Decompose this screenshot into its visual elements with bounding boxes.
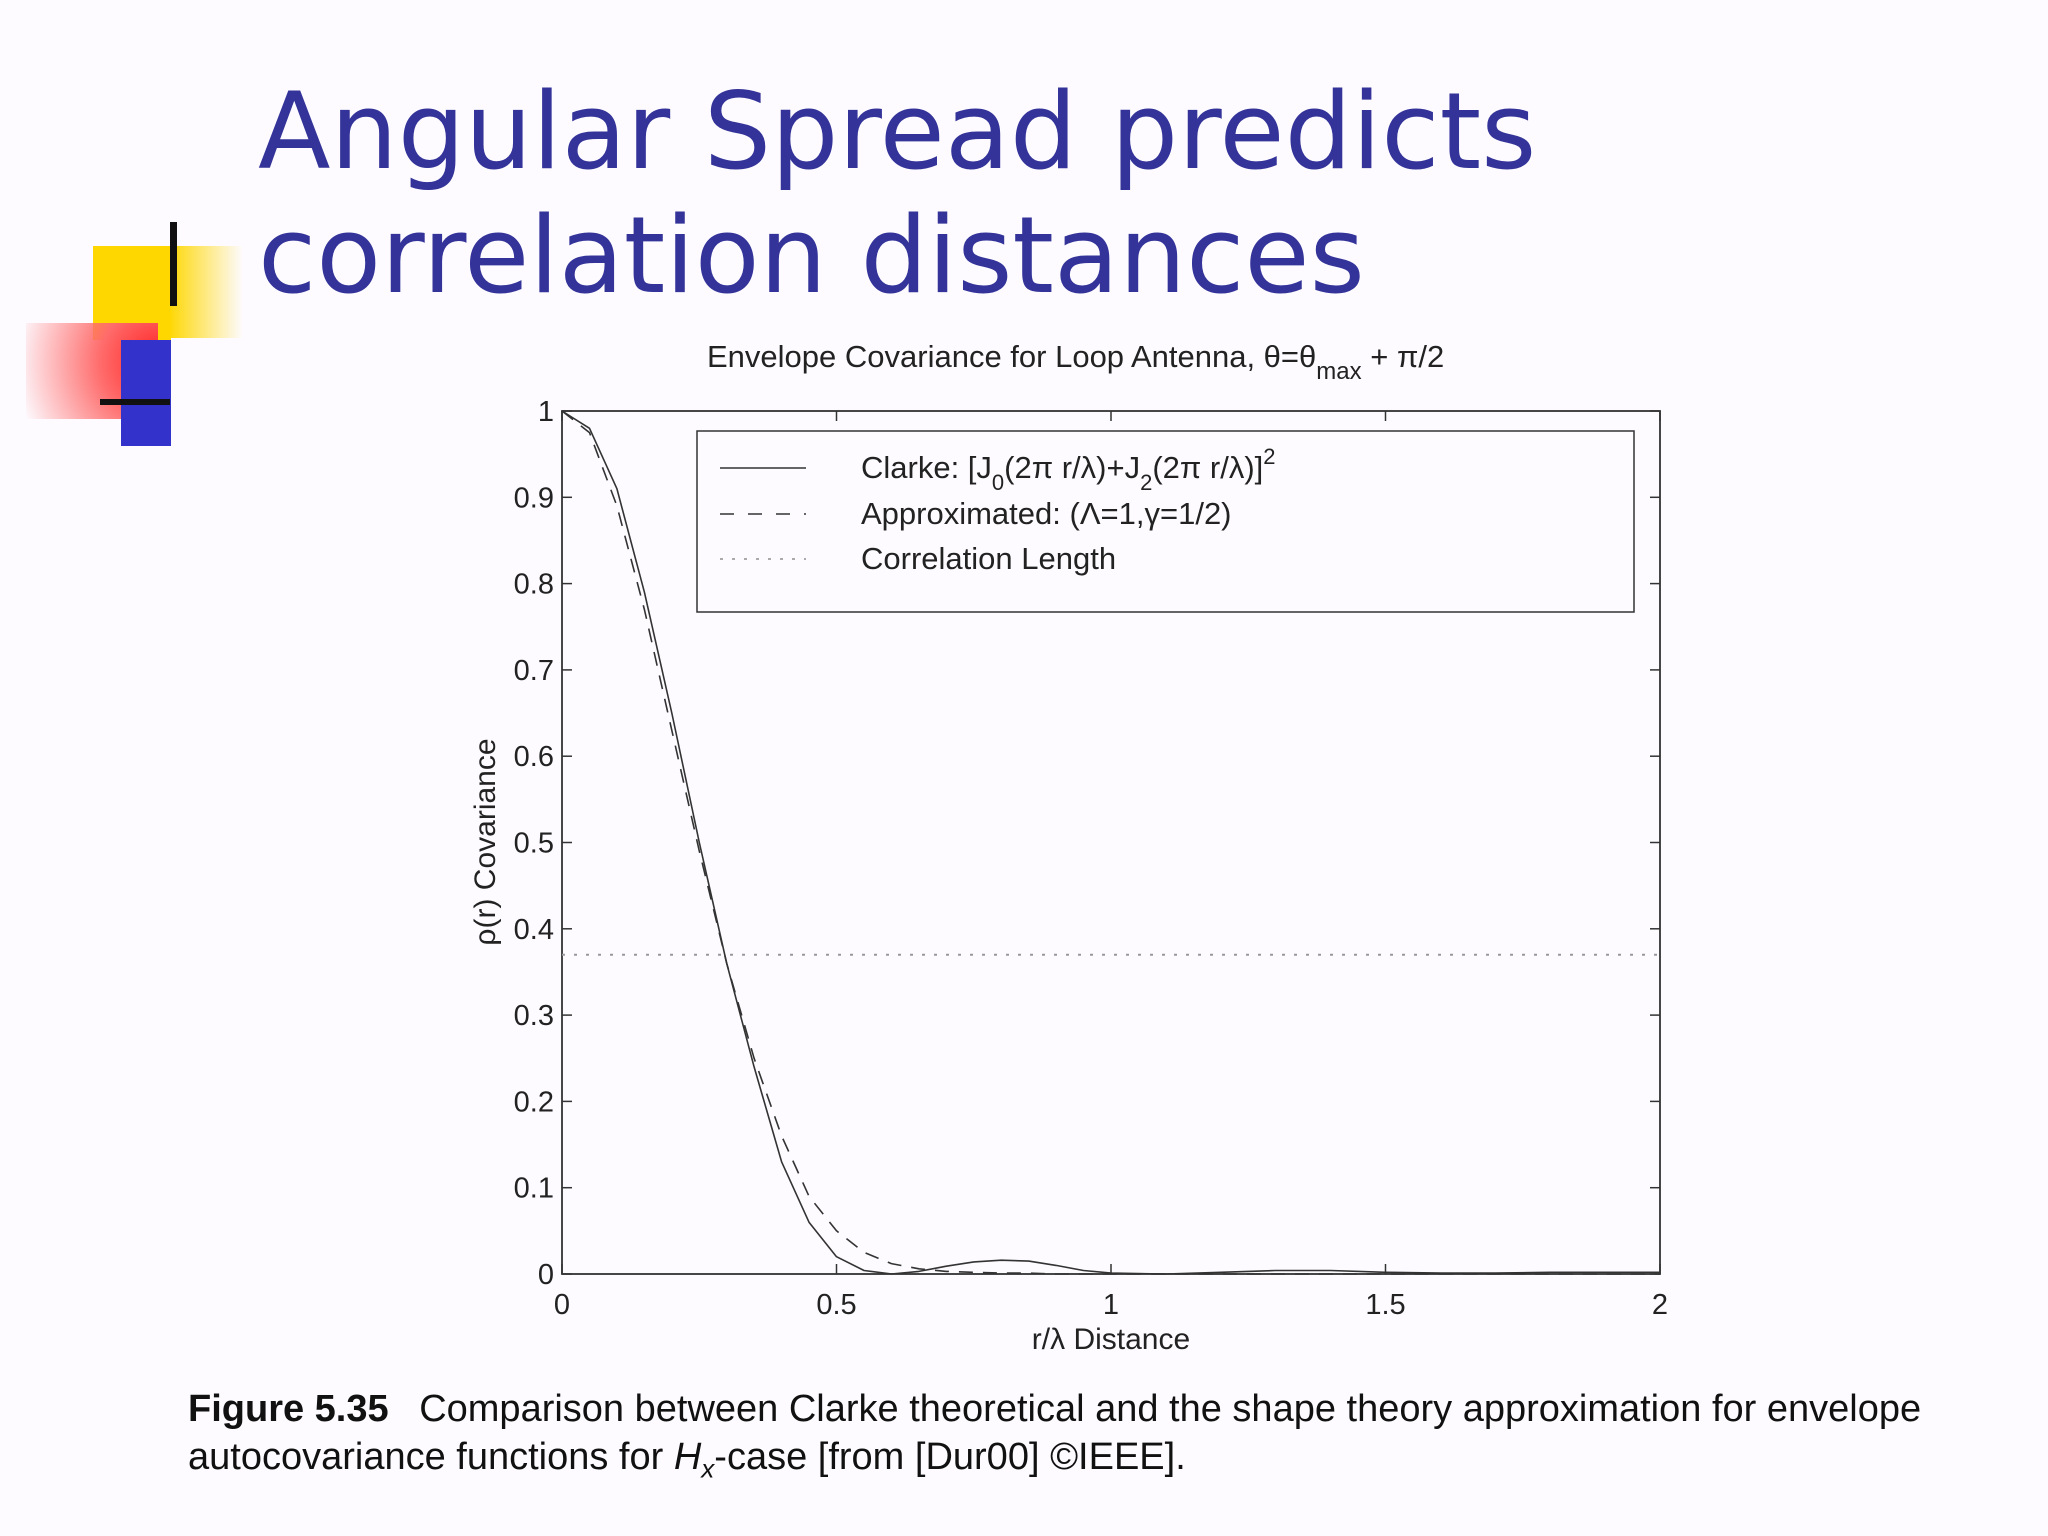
- figure-caption-text: Comparison between Clarke theoretical an…: [188, 1388, 1922, 1478]
- figure-caption: Figure 5.35 Comparison between Clarke th…: [188, 1385, 1948, 1493]
- y-tick-label: 0.9: [514, 482, 554, 514]
- x-tick-label: 2: [1652, 1289, 1668, 1321]
- x-tick-label: 0: [554, 1289, 570, 1321]
- slide-title: Angular Spread predicts correlation dist…: [258, 70, 1537, 317]
- y-axis-label: ρ(r) Covariance: [469, 738, 502, 945]
- series-line-dashed: [561, 410, 1660, 1275]
- series-line-solid: [561, 410, 1660, 1275]
- legend-label-correlation-length: Correlation Length: [861, 541, 1116, 576]
- y-tick-label: 0.2: [514, 1086, 554, 1118]
- y-tick-label: 0.4: [514, 914, 554, 946]
- y-tick-label: 0: [538, 1259, 554, 1291]
- legend-box: [696, 430, 1635, 613]
- x-tick-label: 0.5: [816, 1289, 856, 1321]
- y-tick-label: 0.5: [514, 828, 554, 860]
- y-tick-label: 0.7: [514, 655, 554, 687]
- legend-label-approximated: Approximated: (Λ=1,γ=1/2): [861, 496, 1232, 531]
- y-tick-label: 0.1: [514, 1173, 554, 1205]
- x-tick-label: 1: [1103, 1289, 1119, 1321]
- x-tick-label: 1.5: [1365, 1289, 1405, 1321]
- y-tick-label: 0.8: [514, 569, 554, 601]
- y-tick-label: 0.3: [514, 1000, 554, 1032]
- blue-decor-square: [121, 340, 171, 446]
- chart-title: Envelope Covariance for Loop Antenna, θ=…: [707, 339, 1444, 385]
- y-tick-label: 0.6: [514, 741, 554, 773]
- legend-label-clarke: Clarke: [J0(2π r/λ)+J2(2π r/λ)]2: [861, 444, 1276, 495]
- y-tick-label: 1: [538, 396, 554, 428]
- figure-caption-text-end: -case [from [Dur00] ©IEEE].: [714, 1436, 1186, 1478]
- figure-caption-label: Figure 5.35: [188, 1388, 389, 1430]
- x-axis-label: r/λ Distance: [1032, 1323, 1190, 1356]
- figure-caption-hsub: x: [701, 1453, 715, 1484]
- black-vertical-decor-bar: [170, 222, 177, 306]
- figure-caption-h: H: [673, 1436, 702, 1478]
- black-horizontal-decor-bar: [100, 399, 170, 405]
